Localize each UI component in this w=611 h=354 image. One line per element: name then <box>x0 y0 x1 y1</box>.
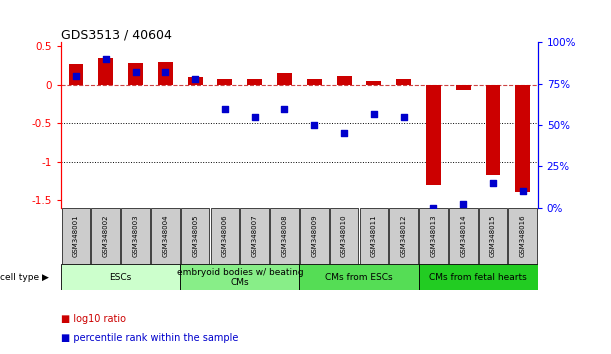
Text: cell type ▶: cell type ▶ <box>0 273 49 282</box>
Text: GSM348002: GSM348002 <box>103 215 109 257</box>
Text: GSM348015: GSM348015 <box>490 215 496 257</box>
Bar <box>218 79 232 85</box>
FancyBboxPatch shape <box>61 264 180 290</box>
Text: ■ log10 ratio: ■ log10 ratio <box>61 314 126 324</box>
Bar <box>426 85 441 185</box>
Bar <box>158 62 173 85</box>
FancyBboxPatch shape <box>121 208 150 264</box>
FancyBboxPatch shape <box>151 208 180 264</box>
Point <box>399 114 409 120</box>
Point <box>250 114 260 120</box>
Point <box>190 76 200 82</box>
Point <box>428 205 438 211</box>
Bar <box>367 81 381 85</box>
Text: GSM348005: GSM348005 <box>192 215 198 257</box>
FancyBboxPatch shape <box>299 264 419 290</box>
FancyBboxPatch shape <box>419 264 538 290</box>
Point <box>458 201 468 207</box>
FancyBboxPatch shape <box>389 208 418 264</box>
Point <box>339 131 349 136</box>
Bar <box>98 58 113 85</box>
Point <box>161 69 170 75</box>
Bar <box>188 77 203 85</box>
Bar <box>68 64 84 85</box>
Text: CMs from ESCs: CMs from ESCs <box>325 273 393 282</box>
Text: ■ percentile rank within the sample: ■ percentile rank within the sample <box>61 333 238 343</box>
FancyBboxPatch shape <box>449 208 478 264</box>
Text: GSM348004: GSM348004 <box>163 215 169 257</box>
Point <box>71 73 81 78</box>
FancyBboxPatch shape <box>211 208 240 264</box>
Point <box>309 122 319 128</box>
Text: GDS3513 / 40604: GDS3513 / 40604 <box>61 28 172 41</box>
Text: GSM348008: GSM348008 <box>282 215 288 257</box>
Point <box>101 56 111 62</box>
Text: GSM348016: GSM348016 <box>520 215 526 257</box>
Bar <box>396 79 411 85</box>
Text: GSM348014: GSM348014 <box>460 215 466 257</box>
FancyBboxPatch shape <box>300 208 329 264</box>
FancyBboxPatch shape <box>180 264 299 290</box>
Text: GSM348001: GSM348001 <box>73 215 79 257</box>
Text: ESCs: ESCs <box>109 273 132 282</box>
Point <box>518 188 528 194</box>
Bar <box>515 85 530 192</box>
Text: GSM348013: GSM348013 <box>430 215 436 257</box>
Bar <box>247 79 262 85</box>
Text: GSM348003: GSM348003 <box>133 215 139 257</box>
FancyBboxPatch shape <box>240 208 269 264</box>
Bar <box>307 79 322 85</box>
FancyBboxPatch shape <box>270 208 299 264</box>
Text: GSM348007: GSM348007 <box>252 215 258 257</box>
Text: embryoid bodies w/ beating
CMs: embryoid bodies w/ beating CMs <box>177 268 303 287</box>
Point <box>488 180 498 186</box>
Text: CMs from fetal hearts: CMs from fetal hearts <box>430 273 527 282</box>
Bar <box>277 73 292 85</box>
FancyBboxPatch shape <box>359 208 388 264</box>
FancyBboxPatch shape <box>330 208 359 264</box>
FancyBboxPatch shape <box>62 208 90 264</box>
Text: GSM348009: GSM348009 <box>311 215 317 257</box>
Point <box>220 106 230 112</box>
Point <box>131 69 141 75</box>
Text: GSM348006: GSM348006 <box>222 215 228 257</box>
Text: GSM348010: GSM348010 <box>341 215 347 257</box>
FancyBboxPatch shape <box>508 208 537 264</box>
Text: GSM348011: GSM348011 <box>371 215 377 257</box>
FancyBboxPatch shape <box>419 208 448 264</box>
FancyBboxPatch shape <box>478 208 507 264</box>
FancyBboxPatch shape <box>181 208 210 264</box>
Bar <box>337 75 351 85</box>
FancyBboxPatch shape <box>92 208 120 264</box>
Bar <box>128 63 143 85</box>
Point <box>280 106 290 112</box>
Point <box>369 111 379 116</box>
Bar <box>456 85 470 90</box>
Bar <box>486 85 500 176</box>
Text: GSM348012: GSM348012 <box>401 215 407 257</box>
